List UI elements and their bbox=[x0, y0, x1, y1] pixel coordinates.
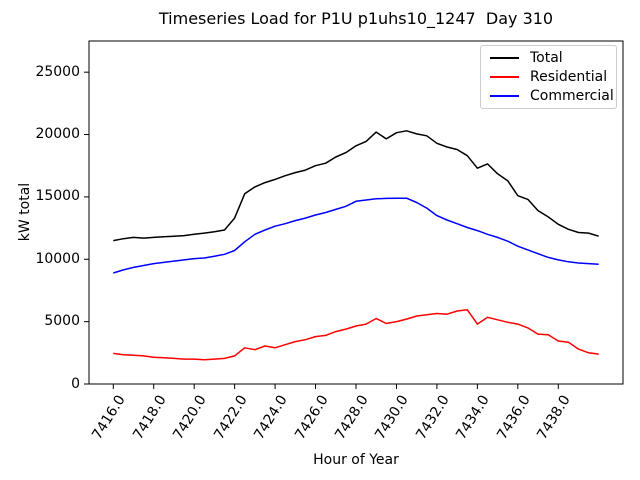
legend-label: Residential bbox=[530, 68, 608, 85]
legend-item-residential: Residential bbox=[481, 67, 616, 86]
legend-label: Commercial bbox=[530, 88, 614, 105]
series-line-residential bbox=[113, 309, 599, 361]
legend-item-commercial: Commercial bbox=[481, 87, 616, 106]
y-tick-label: 25000 bbox=[35, 63, 80, 80]
y-tick-label: 15000 bbox=[35, 188, 80, 205]
legend: Total Residential Commercial bbox=[480, 45, 617, 109]
series-line-total bbox=[113, 130, 599, 242]
y-tick-label: 20000 bbox=[35, 126, 80, 143]
legend-label: Total bbox=[530, 49, 563, 66]
y-tick-label: 0 bbox=[71, 375, 80, 392]
y-axis-label: kW total bbox=[17, 182, 34, 242]
y-tick-label: 10000 bbox=[35, 250, 80, 267]
legend-line-sample-commercial bbox=[490, 95, 519, 98]
legend-item-total: Total bbox=[481, 48, 616, 67]
y-tick-label: 5000 bbox=[44, 313, 80, 330]
legend-line-sample-residential bbox=[490, 75, 519, 78]
series-line-commercial bbox=[113, 197, 599, 274]
x-axis-label: Hour of Year bbox=[313, 452, 399, 468]
chart-title: Timeseries Load for P1U p1uhs10_1247 Day… bbox=[158, 9, 554, 28]
legend-line-sample-total bbox=[490, 56, 519, 59]
